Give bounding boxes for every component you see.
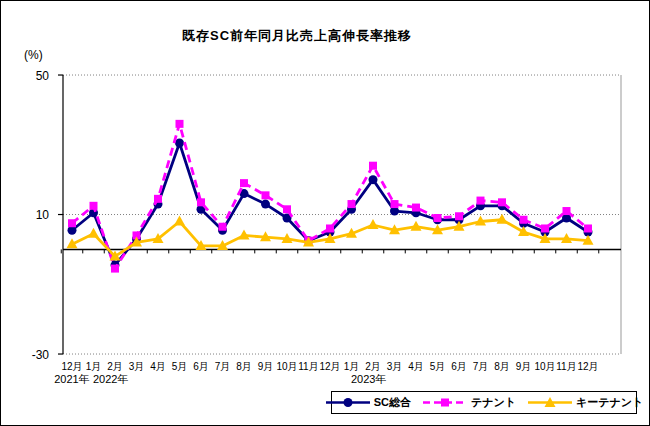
series-marker-square [477,197,485,205]
legend-label-1: テナント [471,395,516,410]
series-marker-square [326,224,334,232]
series-marker-square [369,162,377,170]
series-marker-square [348,200,356,208]
legend-box: SC総合テナントキーテナント [331,391,637,414]
legend-item-0: SC総合 [325,395,411,410]
series-marker-square [197,198,205,206]
series-marker-triangle [174,216,185,226]
series-marker-triangle [411,221,422,231]
series-marker-square [455,212,463,220]
series-marker-square [584,224,592,232]
month-label: 6月 [451,361,467,372]
month-label: 2月 [365,361,381,372]
month-label: 10月 [534,361,555,372]
month-label: 12月 [577,361,598,372]
series-marker-square [412,204,420,212]
legend-swatch-circle-icon [325,396,371,409]
month-label: 7月 [473,361,489,372]
month-label: 8月 [236,361,252,372]
month-label: 1月 [344,361,360,372]
series-marker-square [434,214,442,222]
series-line-1 [72,124,588,269]
year-label: 2023年 [351,373,386,385]
month-label: 2月 [107,361,123,372]
legend-swatch-square-icon [422,396,468,409]
month-label: 10月 [276,361,297,372]
month-label: 7月 [215,361,231,372]
series-marker-square [68,219,76,227]
y-tick-label: 10 [36,208,50,222]
year-label: 2021年 [54,373,89,385]
series-marker-square [391,200,399,208]
month-label: 3月 [129,361,145,372]
legend-swatch-triangle-icon [527,396,573,409]
year-label: 2022年 [93,373,128,385]
legend-item-2: キーテナント [527,395,643,410]
legend-item-1: テナント [422,395,516,410]
month-label: 5月 [172,361,188,372]
series-marker-square [240,179,248,187]
month-label: 6月 [193,361,209,372]
month-label: 8月 [494,361,510,372]
series-marker-circle [369,175,378,184]
series-marker-square [563,207,571,215]
series-marker-square [541,224,549,232]
series-marker-square [262,191,270,199]
series-marker-triangle [88,228,99,238]
series-marker-square [498,198,506,206]
chart-window: 既存SC前年同月比売上高伸長率推移 (%) 5010-3012月1月2月3月4月… [0,0,650,426]
legend-label-2: キーテナント [576,395,643,410]
month-label: 9月 [258,361,274,372]
series-marker-square [90,202,98,210]
month-label: 12月 [61,361,82,372]
month-label: 9月 [516,361,532,372]
month-label: 5月 [430,361,446,372]
series-marker-square [283,205,291,213]
month-label: 11月 [298,361,318,372]
month-label: 12月 [319,361,340,372]
month-label: 11月 [556,361,576,372]
y-tick-label: -30 [32,348,50,362]
series-marker-square [111,265,119,273]
legend-label-0: SC総合 [374,395,411,410]
series-marker-square [176,120,184,128]
month-label: 3月 [387,361,403,372]
series-marker-triangle [368,219,379,229]
series-line-0 [72,143,588,265]
series-marker-square [219,223,227,231]
month-label: 1月 [86,361,102,372]
series-marker-square [520,216,528,224]
chart-canvas: 5010-3012月1月2月3月4月5月6月7月8月9月10月11月12月1月2… [1,1,650,426]
series-marker-square [154,195,162,203]
series-marker-circle [261,200,270,209]
month-label: 4月 [150,361,166,372]
y-tick-label: 50 [36,69,50,83]
month-label: 4月 [408,361,424,372]
